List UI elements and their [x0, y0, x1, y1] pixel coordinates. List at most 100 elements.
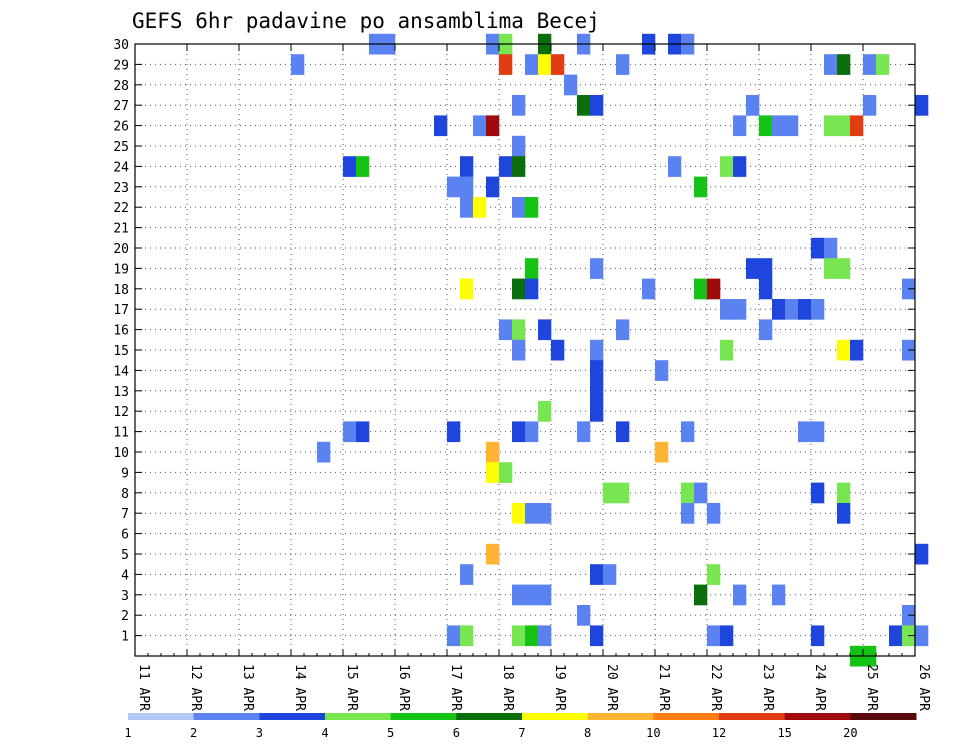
heatmap-cell [317, 441, 331, 463]
y-tick-label: 20 [113, 242, 129, 257]
heatmap-cell [512, 95, 526, 116]
x-tick-label: 20 APR [604, 664, 619, 711]
heatmap-cell [486, 462, 500, 483]
heatmap-cell [811, 482, 825, 504]
heatmap-cell [538, 319, 552, 341]
x-tick-label: 25 APR [864, 664, 879, 711]
y-tick-label: 19 [113, 262, 129, 277]
heatmap-cell [837, 54, 851, 75]
y-tick-label: 16 [113, 324, 129, 339]
heatmap-cell [434, 115, 448, 137]
heatmap-cell [512, 278, 526, 300]
y-tick-label: 10 [113, 446, 129, 461]
heatmap-cell [720, 156, 734, 177]
heatmap-cell [733, 115, 747, 137]
legend-label: 15 [777, 726, 791, 740]
heatmap-cell [551, 54, 565, 75]
heatmap-cell [499, 462, 513, 483]
y-tick-label: 29 [113, 58, 129, 73]
legend-swatch [325, 713, 392, 720]
heatmap-cell [694, 482, 708, 504]
y-tick-label: 5 [121, 548, 129, 563]
heatmap-cell [720, 625, 734, 647]
x-tick-label: 14 APR [292, 664, 307, 711]
legend-label: 1 [124, 726, 131, 740]
heatmap-cell [447, 421, 461, 443]
x-tick-label: 18 APR [500, 664, 515, 711]
heatmap-cell [525, 54, 539, 75]
y-tick-label: 11 [113, 426, 129, 441]
heatmap-cell [642, 278, 656, 300]
y-tick-label: 24 [113, 160, 129, 175]
heatmap-cell [772, 584, 786, 606]
heatmap-cell [707, 625, 721, 647]
heatmap-cell [577, 421, 591, 443]
heatmap-cell [694, 584, 708, 606]
heatmap-cell [291, 54, 305, 75]
y-tick-label: 14 [113, 364, 129, 379]
heatmap-cell [512, 625, 526, 647]
heatmap-cell [837, 258, 851, 279]
heatmap-cell [356, 421, 370, 443]
x-tick-label: 23 APR [760, 664, 775, 711]
y-tick-label: 4 [121, 568, 129, 583]
heatmap-cell [538, 503, 552, 524]
heatmap-cell [590, 380, 604, 402]
y-tick-label: 8 [121, 487, 129, 502]
heatmap-cell [681, 482, 695, 504]
legend-swatch [456, 713, 523, 720]
y-tick-label: 18 [113, 283, 129, 298]
heatmap-cell [876, 54, 890, 75]
legend: 1 2 3 4 5 6 7 8 10 12 15 20 [124, 713, 917, 740]
heatmap-cell [668, 156, 682, 177]
heatmap-cell [915, 543, 929, 565]
legend-label: 6 [453, 726, 460, 740]
y-tick-label: 22 [113, 201, 129, 216]
heatmap-cell [499, 319, 513, 341]
heatmap-cell [681, 421, 695, 443]
heatmap-cell [707, 564, 721, 585]
heatmap-cell [460, 197, 474, 218]
heatmap-cell [720, 299, 734, 320]
x-tick-label: 19 APR [552, 664, 567, 711]
heatmap-cell [590, 401, 604, 422]
heatmap-cell [707, 503, 721, 524]
y-tick-label: 9 [121, 466, 129, 481]
legend-swatch [587, 713, 654, 720]
heatmap-cell [772, 115, 786, 137]
heatmap-cell [811, 237, 825, 259]
heatmap-cell [538, 401, 552, 422]
legend-label: 2 [190, 726, 197, 740]
y-tick-label: 13 [113, 385, 129, 400]
heatmap-cell [837, 339, 851, 361]
legend-swatch [653, 713, 720, 720]
heatmap-cell [798, 421, 812, 443]
y-tick-label: 21 [113, 222, 129, 237]
x-tick-label: 26 APR [916, 664, 931, 711]
heatmap-cell [343, 156, 357, 177]
legend-label: 3 [256, 726, 263, 740]
x-tick-label: 11 APR [136, 664, 151, 711]
heatmap-cell [525, 278, 539, 300]
legend-label: 5 [387, 726, 394, 740]
heatmap-cell [850, 339, 864, 361]
heatmap-cell [785, 115, 799, 137]
heatmap-cell [512, 421, 526, 443]
heatmap-cell [616, 54, 630, 75]
y-tick-label: 15 [113, 344, 129, 359]
y-axis: 1234567891011121314151617181920212223242… [113, 38, 915, 645]
heatmap-cell [811, 299, 825, 320]
heatmap-cell [655, 360, 669, 381]
heatmap-cell [447, 625, 461, 647]
heatmap-cell [746, 95, 760, 116]
heatmap-cell [837, 115, 851, 137]
legend-label: 10 [646, 726, 660, 740]
cells [291, 33, 929, 667]
heatmap-cell [824, 237, 838, 259]
heatmap-cell [460, 278, 474, 300]
heatmap-cell [733, 156, 747, 177]
heatmap-cell [733, 584, 747, 606]
heatmap-cell [551, 339, 565, 361]
heatmap-cell [486, 115, 500, 137]
heatmap-cell [759, 319, 773, 341]
